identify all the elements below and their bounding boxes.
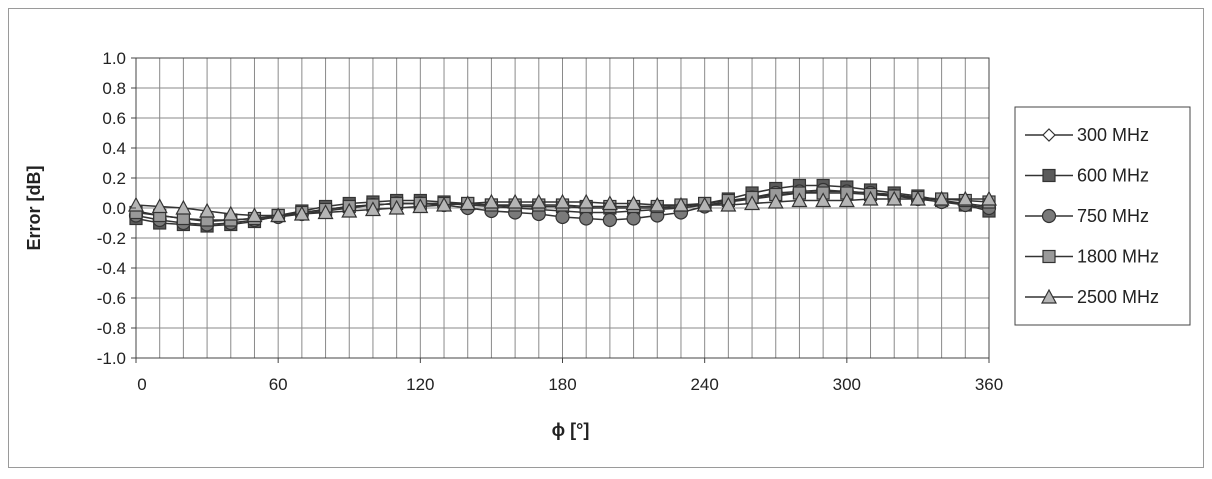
legend-marker bbox=[1041, 208, 1057, 224]
data-point bbox=[886, 190, 903, 206]
legend: 300 MHz 600 MHz 750 MHz 1800 MHz 2500 MHz bbox=[1014, 106, 1191, 326]
data-point bbox=[222, 205, 239, 221]
data-point bbox=[909, 190, 926, 206]
data-point bbox=[317, 204, 334, 220]
y-tick-label: -0.8 bbox=[97, 319, 126, 338]
y-tick-label: -0.2 bbox=[97, 229, 126, 248]
legend-label: 1800 MHz bbox=[1077, 247, 1159, 267]
legend-entry: 750 MHz bbox=[1025, 206, 1149, 226]
data-point bbox=[862, 190, 879, 206]
legend-label: 750 MHz bbox=[1077, 206, 1149, 226]
data-point bbox=[933, 190, 950, 206]
data-point bbox=[980, 190, 998, 206]
data-point bbox=[791, 192, 808, 208]
data-point bbox=[744, 195, 761, 211]
data-point bbox=[127, 196, 145, 212]
data-point bbox=[649, 196, 666, 212]
data-point bbox=[151, 198, 168, 214]
data-point bbox=[530, 193, 547, 209]
data-point bbox=[767, 193, 784, 209]
data-point bbox=[815, 192, 832, 208]
series-layer bbox=[127, 178, 998, 233]
legend-entry: 300 MHz bbox=[1025, 125, 1149, 145]
x-tick-label: 60 bbox=[269, 375, 288, 394]
legend-label: 300 MHz bbox=[1077, 125, 1149, 145]
x-tick-label: 360 bbox=[975, 375, 1003, 394]
x-tick-label: 240 bbox=[690, 375, 718, 394]
y-axis-ticks: 1.0 0.8 0.6 0.4 0.2 0.0 -0.2 -0.4 -0.6 -0.8 -1.0 bbox=[97, 49, 136, 368]
data-point bbox=[270, 207, 287, 223]
legend-marker bbox=[1042, 128, 1056, 142]
legend-label: 600 MHz bbox=[1077, 166, 1149, 186]
legend-entry: 1800 MHz bbox=[1025, 247, 1159, 267]
data-point bbox=[507, 193, 524, 209]
x-axis-title: ϕ [°] bbox=[552, 420, 590, 440]
data-point bbox=[625, 195, 642, 211]
data-point bbox=[601, 195, 618, 211]
data-point bbox=[957, 190, 974, 206]
data-point bbox=[436, 196, 453, 212]
y-tick-label: -0.6 bbox=[97, 289, 126, 308]
legend-entry: 2500 MHz bbox=[1025, 287, 1159, 307]
x-axis-ticks: 0 60 120 180 240 300 360 bbox=[135, 358, 1003, 394]
data-point bbox=[483, 193, 500, 209]
y-tick-label: 0.8 bbox=[102, 79, 126, 98]
y-tick-label: -1.0 bbox=[97, 349, 126, 368]
legend-marker bbox=[1040, 288, 1058, 304]
legend-marker bbox=[1042, 168, 1056, 183]
data-point bbox=[626, 211, 641, 226]
data-point bbox=[579, 211, 594, 226]
data-point bbox=[696, 196, 713, 212]
legend-entry: 600 MHz bbox=[1025, 166, 1149, 186]
data-point bbox=[412, 198, 429, 214]
data-point bbox=[554, 193, 571, 209]
x-tick-label: 0 bbox=[137, 375, 146, 394]
data-point bbox=[175, 199, 192, 215]
data-point bbox=[199, 202, 216, 218]
y-tick-label: 0.4 bbox=[102, 139, 126, 158]
y-tick-label: -0.4 bbox=[97, 259, 126, 278]
y-tick-label: 0.2 bbox=[102, 169, 126, 188]
series-4 bbox=[127, 190, 998, 223]
data-point bbox=[459, 195, 476, 211]
data-point bbox=[341, 202, 358, 218]
y-tick-label: 0.0 bbox=[102, 199, 126, 218]
legend-label: 2500 MHz bbox=[1077, 287, 1159, 307]
data-point bbox=[578, 193, 595, 209]
y-tick-label: 0.6 bbox=[102, 109, 126, 128]
data-point bbox=[720, 196, 737, 212]
data-point bbox=[293, 205, 310, 221]
data-point bbox=[555, 209, 570, 225]
data-point bbox=[838, 192, 855, 208]
legend-marker bbox=[1042, 249, 1056, 264]
data-point bbox=[602, 212, 617, 228]
x-tick-label: 120 bbox=[406, 375, 434, 394]
data-point bbox=[246, 207, 263, 223]
data-point bbox=[364, 201, 381, 217]
y-tick-label: 1.0 bbox=[102, 49, 126, 68]
x-tick-label: 300 bbox=[833, 375, 861, 394]
y-axis-title: Error [dB] bbox=[24, 166, 44, 251]
x-tick-label: 180 bbox=[548, 375, 576, 394]
data-point bbox=[388, 199, 405, 215]
data-point bbox=[672, 196, 689, 212]
